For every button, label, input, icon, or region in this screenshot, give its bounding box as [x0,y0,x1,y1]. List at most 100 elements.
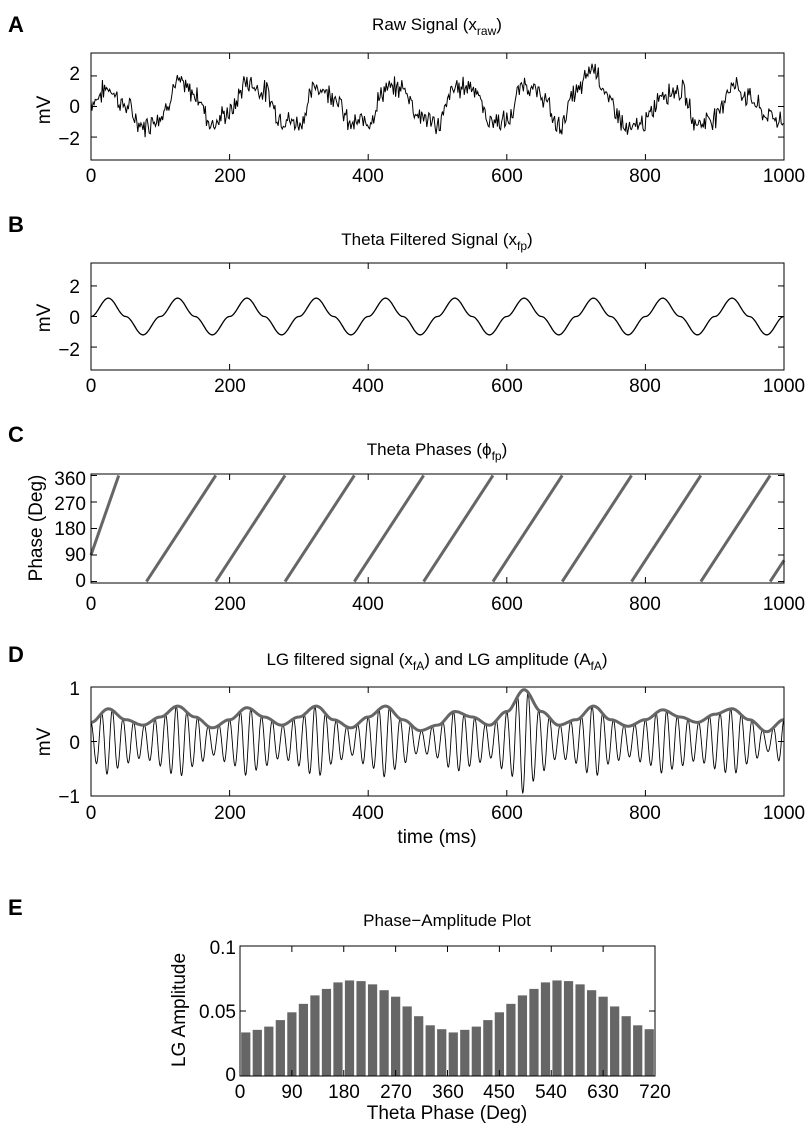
panel-d-xtick-label: 200 [214,803,246,824]
panel-e-xticks: 0 90 180 270 360 450 540 630 720 [235,1082,671,1103]
panel-e-title: Phase−Amplitude Plot [363,911,531,930]
panel-d-title-text: LG filtered signal (x [266,650,413,669]
panel-c-xtick-label: 200 [214,594,246,615]
panel-c-title-end: ) [502,440,508,459]
phase-amplitude-bar [563,981,574,1076]
panel-d-yticks: 1 0 −1 [58,679,80,808]
panel-c-title-sub: fp [492,449,502,463]
panel-c-xtick-label: 600 [491,594,523,615]
panel-c-ytick-label: 90 [65,545,86,566]
phase-segment [283,474,356,583]
panel-c-yticks: 360 270 180 90 0 [54,469,86,592]
panel-a-ylabel: mV [34,95,55,124]
panel-b-xtick-label: 600 [491,376,523,397]
phase-segment [630,474,703,583]
panel-b: B Theta Filtered Signal (xfp) mV 2 0 −2 … [8,212,805,397]
phase-amplitude-bar [402,1006,412,1076]
phase-amplitude-bar [356,981,366,1076]
lg-signal-line [90,691,785,795]
panel-b-xtick-label: 400 [352,376,384,397]
panel-b-xtick-label: 200 [214,376,246,397]
phase-amplitude-bar [633,1025,643,1076]
panel-b-title-text: Theta Filtered Signal (x [341,230,517,249]
phase-amplitude-bar [517,995,528,1076]
panel-d-title-end: ) [602,650,608,669]
phase-amplitude-bar [391,996,401,1076]
phase-amplitude-bar [610,1006,620,1076]
phase-amplitude-bar [333,982,343,1076]
panel-b-yticks: 2 0 −2 [58,277,80,361]
panel-e-xtick-label: 450 [483,1082,515,1103]
panel-a-xtick-label: 800 [629,166,661,187]
panel-e-xtick-label: 720 [639,1082,671,1103]
phase-amplitude-bar [483,1020,493,1076]
panel-a-xtick-label: 200 [214,166,246,187]
panel-c-plot [89,474,786,583]
panel-e-ytick-label: 0.1 [210,938,236,959]
phase-amplitude-bar [506,1003,516,1076]
panel-d-title-mid: ) and LG amplitude (A [424,650,591,669]
panel-e-xtick-label: 360 [432,1082,464,1103]
phase-amplitude-bar [552,980,562,1076]
panel-c-xtick-label: 800 [629,594,661,615]
panel-a-xtick-label: 400 [352,166,384,187]
phase-amplitude-bar [425,1025,435,1076]
phase-amplitude-bar [586,990,597,1076]
phase-amplitude-bar [460,1029,470,1076]
panel-d-xlabel: time (ms) [397,827,476,848]
phase-amplitude-bar [494,1012,504,1076]
panel-b-ytick-label: 0 [69,308,80,329]
panel-c-ytick-label: 0 [75,571,86,592]
panel-e-xtick-label: 630 [587,1082,619,1103]
panel-a-yticks: 2 0 −2 [58,64,80,150]
panel-d-title: LG filtered signal (xfA) and LG amplitud… [266,650,607,673]
panel-a-ytick-label: 2 [69,64,80,85]
panel-c-xtick-label: 400 [352,594,384,615]
phase-amplitude-bar [644,1029,654,1076]
phase-amplitude-bar [264,1026,274,1076]
phase-amplitude-bar [529,988,539,1076]
panel-e-ytick-label: 0.05 [199,1002,236,1023]
panel-letter-c: C [8,422,24,447]
panel-d-frame [90,686,785,797]
panel-c-ytick-label: 180 [54,519,86,540]
phase-amplitude-bar [241,1032,251,1076]
panel-a: A Raw Signal (xraw) mV 2 0 −2 0 200 400 … [8,12,805,187]
panel-a-xticks: 0 200 400 600 800 1000 [86,166,805,187]
panel-b-title: Theta Filtered Signal (xfp) [341,230,532,253]
panel-e-ytick-label: 0 [225,1065,236,1086]
phase-amplitude-bar [575,984,585,1076]
panel-c-ytick-label: 270 [54,494,86,515]
panel-d-xtick-label: 600 [491,803,523,824]
panel-e-xtick-label: 270 [380,1082,412,1103]
panel-e-plot [239,945,656,1077]
theta-signal-line [90,297,785,336]
phase-amplitude-bar [367,984,378,1076]
panel-d-title-sub: fA [413,659,424,673]
panel-e-xlabel: Theta Phase (Deg) [367,1103,528,1124]
phase-amplitude-bar [275,1020,285,1076]
phase-amplitude-bar [621,1016,631,1076]
phase-amplitude-bar [252,1029,262,1076]
panel-a-title-text: Raw Signal (x [372,15,477,34]
panel-c-xtick-label: 1000 [763,594,805,615]
panel-d: D LG filtered signal (xfA) and LG amplit… [8,642,805,848]
panel-b-xtick-label: 0 [86,376,97,397]
panel-d-xticks: 0 200 400 600 800 1000 [86,803,805,824]
panel-c-ytick-label: 360 [54,469,86,490]
panel-b-xtick-label: 1000 [763,376,805,397]
phase-segment [699,474,772,583]
raw-signal-line [90,63,784,138]
panel-c-title: Theta Phases (ϕfp) [367,440,508,463]
panel-c-ylabel: Phase (Deg) [26,475,47,582]
phase-segment [89,474,121,556]
panel-e: E Phase−Amplitude Plot LG Amplitude 0.1 … [8,895,671,1124]
phase-amplitude-bar [471,1026,481,1076]
panel-e-xtick-label: 90 [281,1082,302,1103]
panel-b-title-sub: fp [517,239,527,253]
phase-segment [353,474,425,583]
panel-letter-d: D [8,642,24,667]
panel-d-xtick-label: 800 [629,803,661,824]
panel-c: C Theta Phases (ϕfp) Phase (Deg) 360 270… [8,422,805,615]
